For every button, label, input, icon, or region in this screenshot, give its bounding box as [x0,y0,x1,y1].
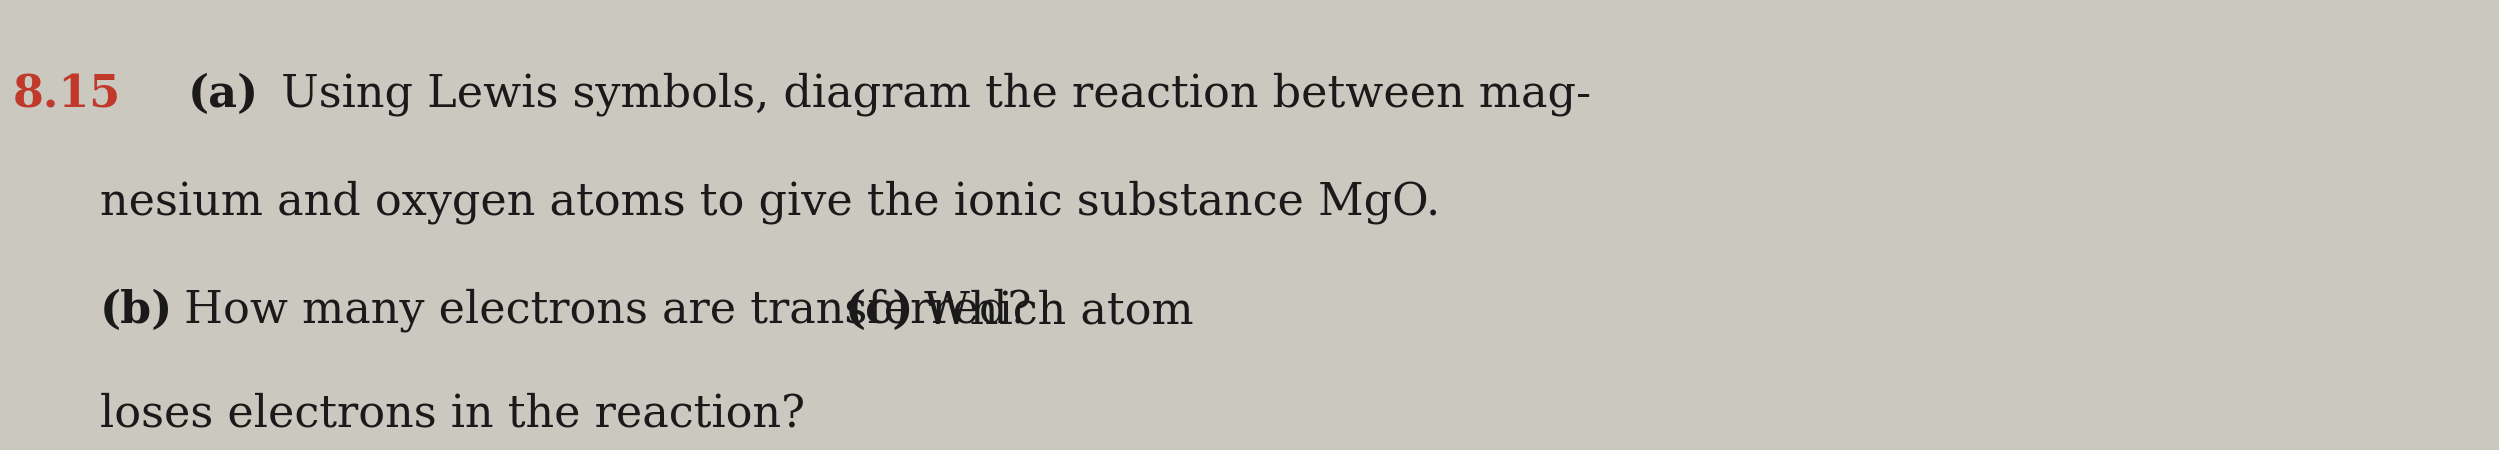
Text: nesium and oxygen atoms to give the ionic substance MgO.: nesium and oxygen atoms to give the ioni… [100,180,1439,225]
Text: 8.15: 8.15 [12,73,120,116]
Text: (b): (b) [100,289,172,332]
Text: How many electrons are transferred?: How many electrons are transferred? [170,288,1045,333]
Text: (c): (c) [845,289,915,332]
Text: loses electrons in the reaction?: loses electrons in the reaction? [100,392,805,436]
Text: (a): (a) [187,73,257,116]
Text: Using Lewis symbols, diagram the reaction between mag-: Using Lewis symbols, diagram the reactio… [267,72,1592,117]
Text: Which atom: Which atom [910,289,1192,332]
